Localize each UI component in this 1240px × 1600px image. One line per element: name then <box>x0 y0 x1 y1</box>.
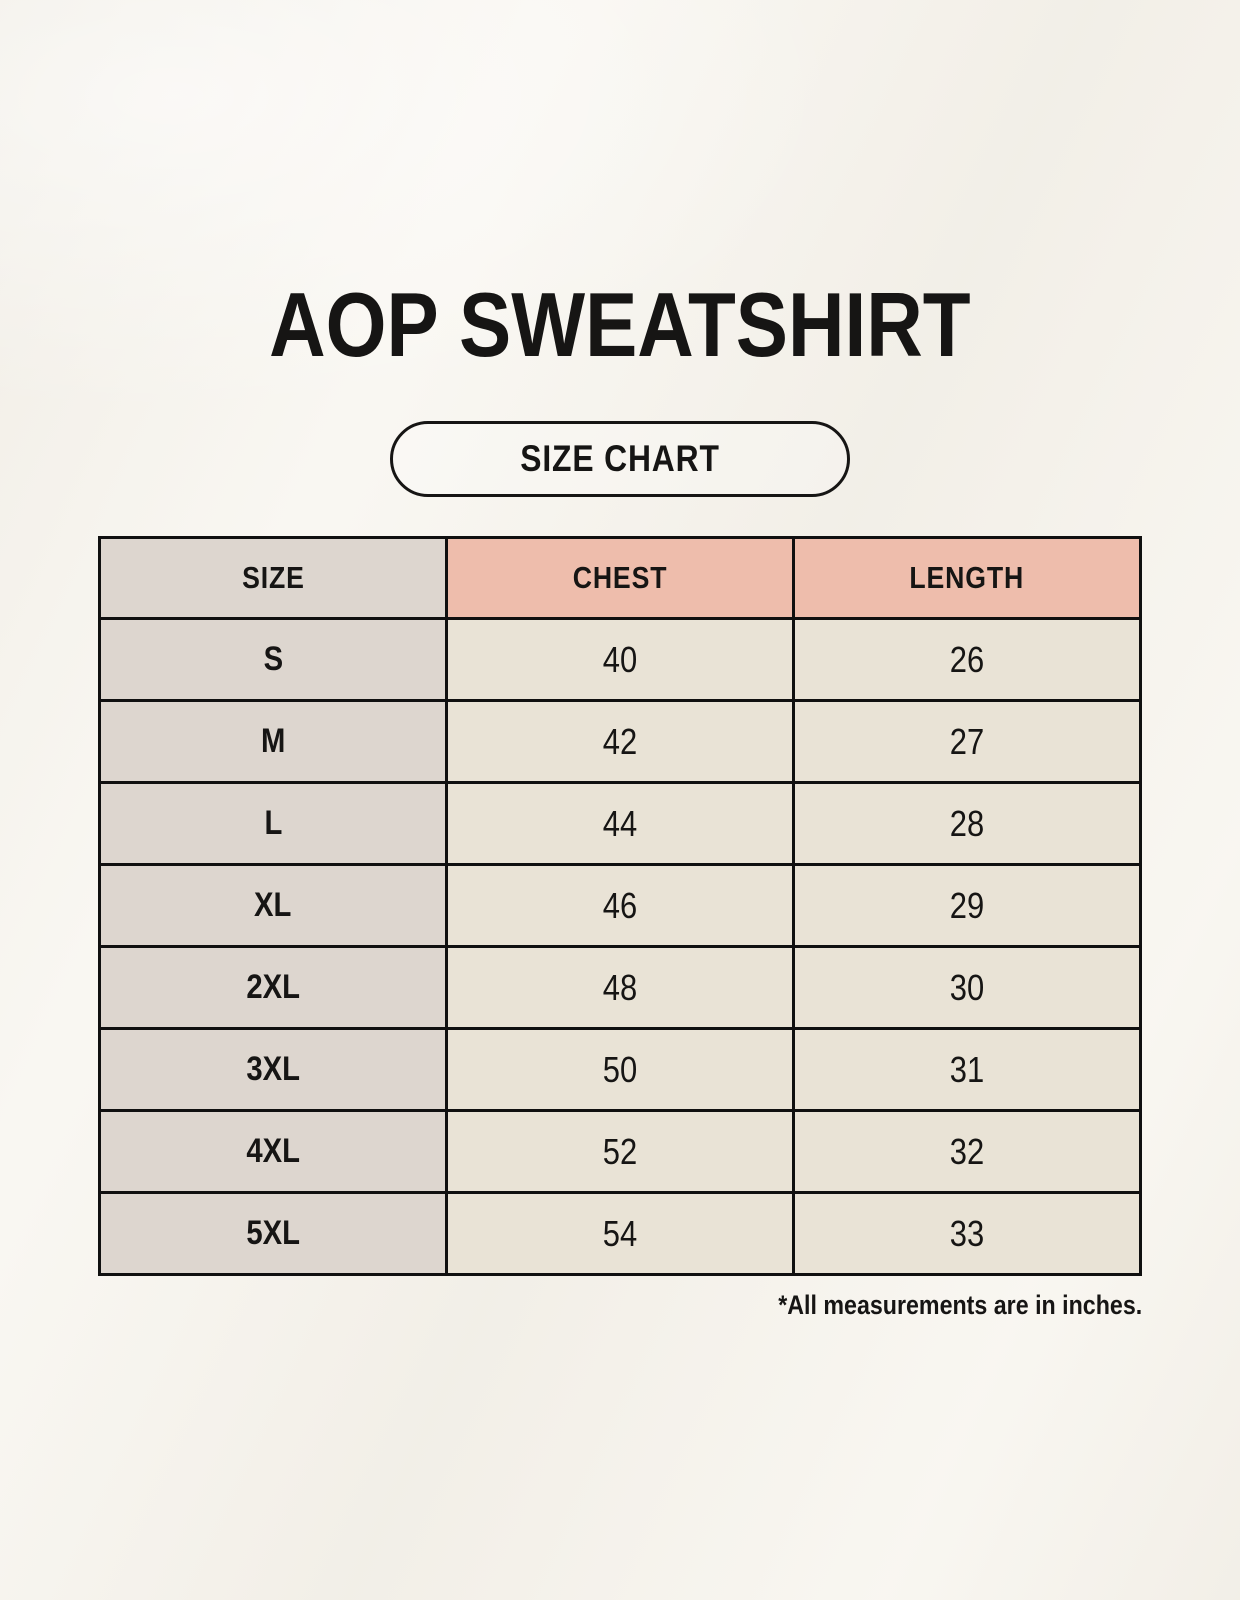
table-row: XL 46 29 <box>98 863 1142 948</box>
table-header-row: SIZE CHEST LENGTH <box>98 536 1142 620</box>
size-cell: 4XL <box>98 1109 448 1194</box>
chest-cell: 54 <box>445 1191 795 1276</box>
chest-cell: 46 <box>445 863 795 948</box>
size-cell: S <box>98 617 448 702</box>
length-cell: 26 <box>792 617 1142 702</box>
table-row: 2XL 48 30 <box>98 945 1142 1030</box>
product-title-text: AOP SWEATSHIRT <box>269 275 971 376</box>
size-cell: 2XL <box>98 945 448 1030</box>
product-title: AOP SWEATSHIRT <box>0 0 1240 371</box>
table-row: 4XL 52 32 <box>98 1109 1142 1194</box>
column-header-size: SIZE <box>98 536 448 620</box>
size-cell: M <box>98 699 448 784</box>
table-row: 3XL 50 31 <box>98 1027 1142 1112</box>
chest-cell: 50 <box>445 1027 795 1112</box>
length-cell: 30 <box>792 945 1142 1030</box>
chest-cell: 40 <box>445 617 795 702</box>
size-chart-badge-label: SIZE CHART <box>520 438 720 479</box>
table-row: L 44 28 <box>98 781 1142 866</box>
chest-cell: 48 <box>445 945 795 1030</box>
length-cell: 32 <box>792 1109 1142 1194</box>
length-cell: 27 <box>792 699 1142 784</box>
size-cell: 3XL <box>98 1027 448 1112</box>
size-chart-table: SIZE CHEST LENGTH S 40 26 M 42 27 L 44 2… <box>98 536 1142 1276</box>
measurements-footnote-text: *All measurements are in inches. <box>778 1290 1142 1320</box>
chest-cell: 42 <box>445 699 795 784</box>
size-cell: L <box>98 781 448 866</box>
chest-cell: 44 <box>445 781 795 866</box>
size-cell: 5XL <box>98 1191 448 1276</box>
table-row: 5XL 54 33 <box>98 1191 1142 1276</box>
column-header-length: LENGTH <box>792 536 1142 620</box>
length-cell: 33 <box>792 1191 1142 1276</box>
size-cell: XL <box>98 863 448 948</box>
chest-cell: 52 <box>445 1109 795 1194</box>
table-row: S 40 26 <box>98 617 1142 702</box>
length-cell: 29 <box>792 863 1142 948</box>
length-cell: 28 <box>792 781 1142 866</box>
measurements-footnote: *All measurements are in inches. <box>98 1290 1142 1321</box>
table-row: M 42 27 <box>98 699 1142 784</box>
size-chart-badge: SIZE CHART <box>390 421 850 497</box>
length-cell: 31 <box>792 1027 1142 1112</box>
column-header-chest: CHEST <box>445 536 795 620</box>
